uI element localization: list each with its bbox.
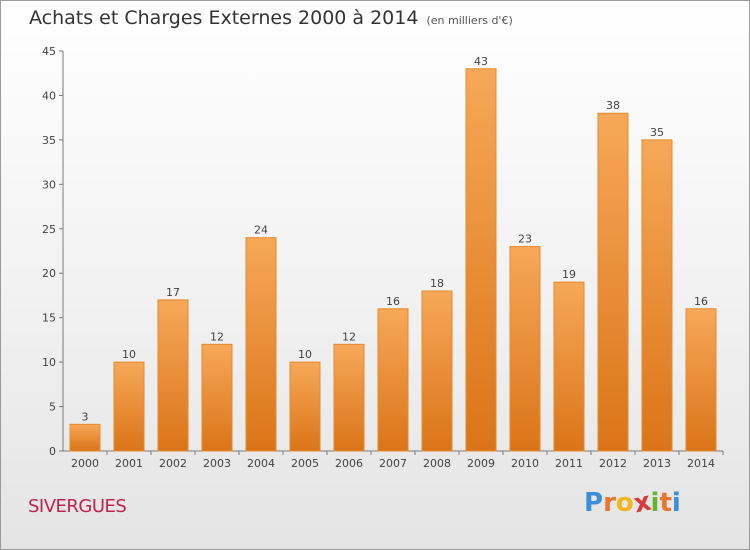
logo-letter: r: [603, 488, 616, 518]
x-tick-label: 2003: [203, 457, 231, 470]
bar-2004: [245, 237, 277, 452]
bar-value-label: 17: [166, 286, 180, 299]
x-tick-label: 2010: [511, 457, 539, 470]
x-tick-label: 2007: [379, 457, 407, 470]
bar-value-label: 19: [562, 268, 576, 281]
bar-value-label: 16: [694, 295, 708, 308]
bar-2002: [157, 299, 189, 452]
x-tick-label: 2005: [291, 457, 319, 470]
bar-2003: [201, 343, 233, 452]
x-tick-label: 2000: [71, 457, 99, 470]
logo-letter: o: [615, 488, 634, 518]
bar-value-label: 18: [430, 277, 444, 290]
logo-letter: P: [584, 488, 604, 518]
bar-2006: [333, 343, 365, 452]
x-tick-label: 2014: [687, 457, 715, 470]
bar-value-label: 10: [298, 348, 312, 361]
bar-2008: [421, 290, 453, 452]
y-tick-label: 0: [49, 445, 56, 458]
bar-value-label: 24: [254, 224, 268, 237]
x-tick-label: 2004: [247, 457, 275, 470]
bar-2013: [641, 139, 673, 452]
y-tick-label: 30: [42, 178, 56, 191]
proxiti-logo: Proxiti: [584, 487, 681, 520]
logo-letter: i: [650, 488, 660, 518]
bar-value-label: 12: [210, 330, 224, 343]
x-tick-label: 2008: [423, 457, 451, 470]
bar-2005: [289, 361, 321, 452]
bar-2009: [465, 68, 497, 452]
bar-2007: [377, 308, 409, 452]
commune-name: SIVERGUES: [28, 496, 127, 517]
bar-value-label: 38: [606, 99, 620, 112]
bar-value-label: 43: [474, 55, 488, 68]
chart-title: Achats et Charges Externes 2000 à 2014 (e…: [29, 7, 513, 29]
x-tick-label: 2001: [115, 457, 143, 470]
bar-value-label: 12: [342, 330, 356, 343]
logo-letter: i: [671, 488, 681, 518]
bar-2010: [509, 246, 541, 452]
x-tick-label: 2011: [555, 457, 583, 470]
chart-title-text: Achats et Charges Externes 2000 à 2014: [29, 7, 419, 29]
y-tick-label: 15: [42, 312, 56, 325]
chart-bars: 3 10 17 12 24 10 12 16 18 43 23 19 38 35 16: [69, 55, 717, 452]
x-tick-label: 2002: [159, 457, 187, 470]
bar-value-label: 23: [518, 233, 532, 246]
bar-value-label: 35: [650, 126, 664, 139]
y-tick-label: 10: [42, 356, 56, 369]
bar-value-label: 10: [122, 348, 136, 361]
bar-value-label: 16: [386, 295, 400, 308]
bar-2011: [553, 281, 585, 452]
x-tick-label: 2009: [467, 457, 495, 470]
y-tick-label: 40: [42, 89, 56, 102]
bar-2001: [113, 361, 145, 452]
bar-value-label: 3: [82, 410, 89, 423]
x-tick-label: 2013: [643, 457, 671, 470]
x-tick-label: 2012: [599, 457, 627, 470]
y-tick-label: 25: [42, 223, 56, 236]
logo-letter: t: [659, 488, 672, 518]
y-tick-label: 35: [42, 134, 56, 147]
y-tick-label: 45: [42, 45, 56, 58]
x-tick-label: 2006: [335, 457, 363, 470]
bar-2014: [685, 308, 717, 452]
y-tick-label: 20: [42, 267, 56, 280]
chart-unit: (en milliers d'€): [426, 14, 513, 27]
bar-2000: [69, 423, 101, 452]
bar-2012: [597, 112, 629, 452]
y-tick-label: 5: [49, 401, 56, 414]
